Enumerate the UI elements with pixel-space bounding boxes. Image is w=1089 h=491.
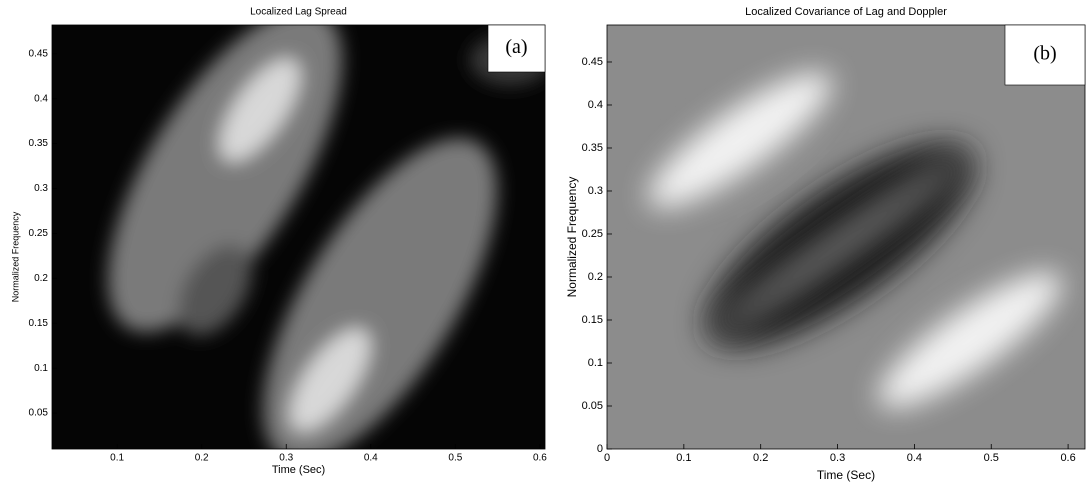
x-tick-label: 0.5 (448, 453, 462, 464)
y-tick-label: 0.25 (29, 228, 49, 239)
y-tick-label: 0.35 (582, 142, 603, 154)
annotation: (a) (505, 36, 527, 58)
y-tick-label: 0.3 (34, 183, 48, 194)
x-tick-label: 0.1 (676, 452, 691, 464)
x-tick-label: 0.2 (753, 452, 768, 464)
annotation: (b) (1033, 43, 1056, 65)
x-tick-label: 0.4 (907, 452, 922, 464)
y-tick-label: 0.3 (588, 185, 603, 197)
y-tick-label: 0.2 (588, 271, 603, 283)
y-tick-label: 0.05 (582, 400, 603, 412)
y-tick-label: 0.45 (582, 56, 603, 68)
x-axis-label: Time (Sec) (817, 468, 875, 482)
x-tick-label: 0.2 (195, 453, 209, 464)
x-tick-label: 0.3 (830, 452, 845, 464)
y-tick-label: 0.4 (34, 93, 48, 104)
y-tick-label: 0.1 (34, 363, 48, 374)
y-tick-label: 0.4 (588, 99, 603, 111)
x-tick-label: 0.4 (364, 453, 378, 464)
chart-title: Localized Lag Spread (250, 7, 347, 18)
x-axis-label: Time (Sec) (272, 464, 325, 476)
y-axis-label: Normalized Frequency (10, 211, 20, 302)
y-tick-label: 0.15 (582, 314, 603, 326)
x-tick-label: 0.6 (1060, 452, 1075, 464)
x-tick-label: 0 (604, 452, 610, 464)
plot-frame (51, 24, 546, 450)
y-tick-label: 0.1 (588, 357, 603, 369)
y-tick-label: 0.2 (34, 273, 48, 284)
x-tick-label: 0.3 (279, 453, 293, 464)
y-tick-label: 0.25 (582, 228, 603, 240)
x-tick-label: 0.5 (984, 452, 999, 464)
y-tick-label: 0.15 (29, 318, 49, 329)
y-tick-label: 0.35 (29, 138, 49, 149)
image-b (607, 25, 1085, 449)
chart-title: Localized Covariance of Lag and Doppler (745, 6, 947, 18)
image-a (52, 25, 545, 449)
y-tick-label: 0 (597, 443, 603, 455)
annotation-box (1004, 24, 1086, 86)
plot-frame (606, 24, 1086, 450)
x-tick-label: 0.1 (110, 453, 124, 464)
y-tick-label: 0.45 (29, 48, 49, 59)
x-tick-label: 0.6 (533, 453, 547, 464)
annotation-box (487, 24, 546, 73)
y-tick-label: 0.05 (29, 408, 49, 419)
y-axis-label: Normalized Frequency (565, 177, 579, 298)
